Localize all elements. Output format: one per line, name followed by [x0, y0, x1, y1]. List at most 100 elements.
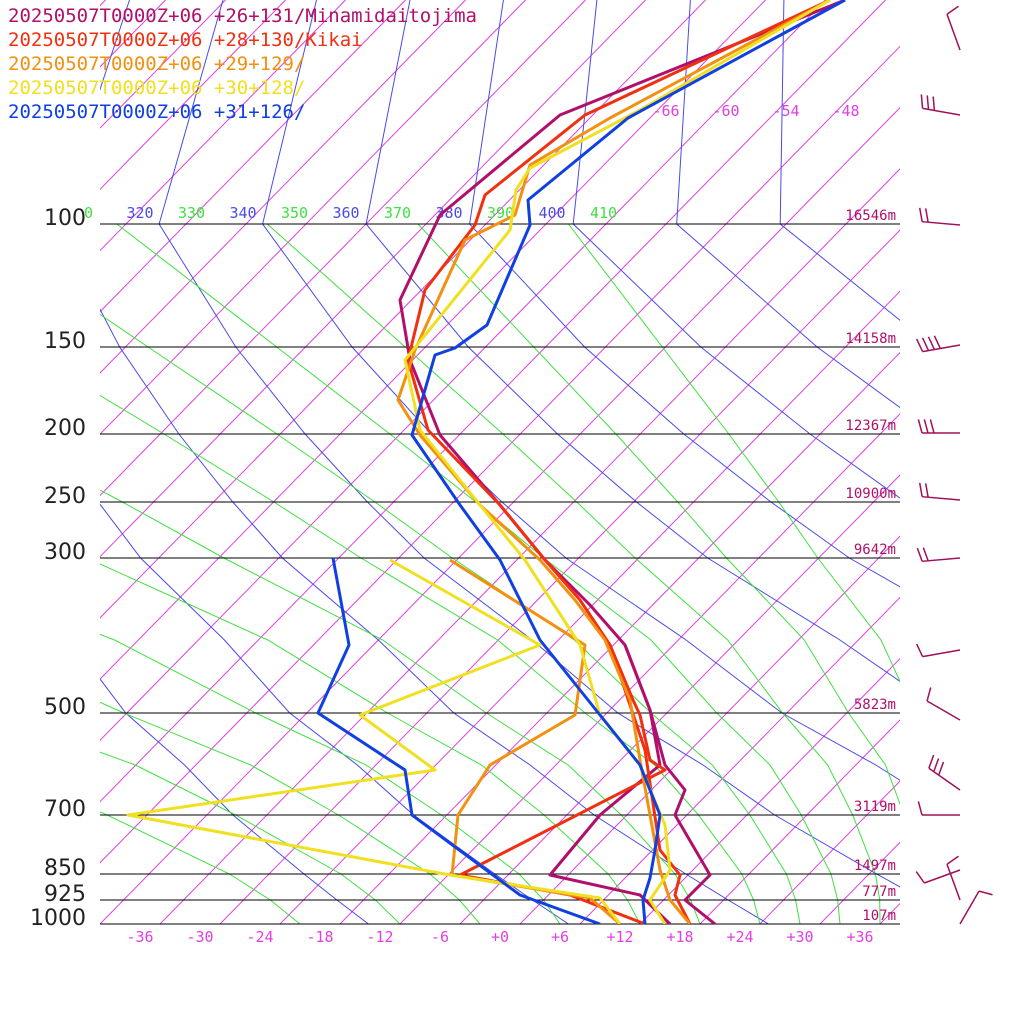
profile-line: [406, 0, 831, 924]
height-label: 107m: [862, 908, 896, 924]
isotherm: [100, 0, 406, 313]
height-label: 12367m: [845, 418, 896, 434]
profile-line: [398, 0, 846, 924]
height-label: 16546m: [845, 208, 896, 224]
isotherm: [100, 0, 706, 619]
isotherm: [399, 413, 900, 924]
height-label: 10900m: [845, 486, 896, 502]
pressure-label-300: 300: [44, 540, 86, 565]
wind-barb: [959, 890, 993, 925]
pressure-label-925: 925: [44, 882, 86, 907]
isotherm: [100, 45, 900, 864]
wind-barb: [928, 754, 961, 791]
theta-label: 390: [487, 204, 514, 222]
height-label: 777m: [862, 884, 896, 900]
height-label: 5823m: [854, 697, 896, 713]
moist-adiabat: [116, 223, 841, 924]
height-label: 1497m: [854, 858, 896, 874]
dry-adiabat: [779, 0, 900, 321]
profile-line: [316, 557, 601, 924]
isotherm: [279, 290, 900, 924]
isotherm: [639, 657, 900, 924]
height-label: 14158m: [845, 331, 896, 347]
isobars: [100, 223, 900, 925]
isotherm: [219, 229, 900, 924]
theta-label: 370: [384, 204, 411, 222]
x-tick-label: -18: [306, 928, 333, 946]
isotherm: [159, 168, 900, 924]
moist-adiabat: [100, 394, 761, 924]
isotherm: [100, 0, 346, 252]
isotherm: [100, 0, 766, 680]
theta-label: 0: [84, 204, 93, 222]
pressure-label-200: 200: [44, 416, 86, 441]
isotherm: [100, 106, 900, 924]
moist-adiabat: [100, 811, 301, 924]
wind-barb: [946, 855, 961, 901]
isotherm: [579, 596, 900, 924]
theta-label: 360: [332, 204, 359, 222]
background-lines: [100, 0, 1024, 924]
theta-label: 340: [229, 204, 256, 222]
moist-adiabat: [100, 751, 401, 924]
wind-barb: [918, 482, 961, 501]
moist-adiabat: [417, 223, 900, 806]
moist-adiabat: [100, 313, 801, 924]
pressure-label-700: 700: [44, 797, 86, 822]
theta-label: 410: [590, 204, 617, 222]
legend-entry-kikai: 20250507T0000Z+06 +28+130/Kikai: [8, 29, 363, 51]
pressure-label-500: 500: [44, 695, 86, 720]
isotherm: [1000, 0, 1024, 924]
isotherm: [100, 0, 166, 68]
theta-label: 330: [178, 204, 205, 222]
wind-barb: [915, 335, 961, 353]
wind-barb: [915, 643, 961, 658]
height-label: 9642m: [854, 542, 896, 558]
theta-label: 350: [281, 204, 308, 222]
x-tick-label: +36: [846, 928, 873, 946]
dry-adiabat: [100, 0, 769, 924]
x-tick-label: -24: [246, 928, 273, 946]
axis-labels: 100 16546m 150 14158m 200 12367m 250 10900m 300 9…: [30, 102, 896, 946]
profile-line: [403, 0, 831, 924]
x-tick-label: +18: [666, 928, 693, 946]
x-tick-label: -12: [366, 928, 393, 946]
wind-barb: [916, 547, 961, 563]
legend: 20250507T0000Z+06 +26+131/Minamidaitojim…: [8, 4, 477, 124]
moist-adiabat: [100, 563, 641, 924]
dry-adiabat: [158, 0, 900, 888]
isotherm-label: -60: [712, 102, 739, 120]
x-tick-label: -6: [431, 928, 449, 946]
x-tick-label: +24: [726, 928, 753, 946]
isotherm: [100, 0, 586, 497]
isotherm: [339, 351, 900, 924]
wind-barb: [917, 801, 960, 816]
theta-label: 400: [538, 204, 565, 222]
isotherm: [100, 0, 226, 129]
isotherm: [100, 0, 466, 374]
profile-line: [449, 558, 621, 924]
wind-barb: [915, 869, 961, 884]
wind-barbs: [915, 5, 993, 925]
isotherm: [100, 0, 286, 191]
x-tick-label: -36: [126, 928, 153, 946]
profiles: [126, 0, 846, 924]
pressure-label-1000: 1000: [30, 906, 86, 931]
isotherm-label: -66: [652, 102, 679, 120]
dry-adiabat: [676, 0, 900, 409]
profile-line: [126, 558, 622, 924]
isotherm: [100, 0, 106, 7]
theta-label: 380: [435, 204, 462, 222]
isotherm: [100, 0, 526, 435]
isotherm: [459, 474, 900, 924]
wind-barb: [926, 687, 961, 721]
moist-adiabat: [266, 223, 881, 924]
moist-adiabat: [100, 701, 481, 924]
x-tick-label: +30: [786, 928, 813, 946]
isotherm: [759, 780, 900, 924]
isotherm: [699, 719, 900, 924]
dry-adiabat: [100, 503, 569, 924]
isotherm-label: -48: [832, 102, 859, 120]
legend-entry-30-128: 20250507T0000Z+06 +30+128/: [8, 77, 306, 99]
